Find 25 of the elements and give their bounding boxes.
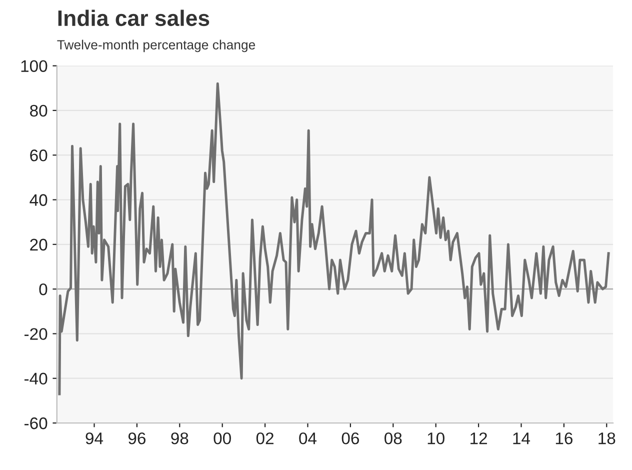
x-tick-label: 04 [299, 432, 317, 444]
y-tick-label: 20 [30, 238, 48, 251]
chart-subtitle: Twelve-month percentage change [57, 40, 256, 52]
y-tick-label: 40 [30, 194, 48, 206]
y-tick-label: 100 [21, 60, 48, 72]
x-tick-label: 02 [256, 432, 274, 444]
x-tick-label: 98 [171, 432, 188, 444]
x-tick-label: 06 [342, 432, 359, 444]
x-tick-label: 16 [556, 432, 572, 444]
x-tick-label: 00 [214, 432, 231, 444]
y-tick-label: -60 [24, 417, 48, 430]
x-tick-label: 94 [86, 432, 104, 444]
x-tick-label: 10 [428, 432, 444, 444]
y-tick-label: 60 [30, 150, 48, 162]
y-tick-label: -40 [24, 372, 48, 385]
chart-title: India car sales [58, 10, 210, 26]
x-tick-label: 14 [513, 432, 530, 444]
y-tick-label: 80 [30, 104, 48, 117]
x-tick-label: 08 [384, 432, 402, 444]
x-tick-label: 18 [598, 432, 616, 444]
x-tick-label: 12 [470, 432, 487, 444]
y-tick-label: 0 [39, 283, 48, 296]
line-series [58, 82, 610, 396]
y-tick-label: -20 [24, 328, 48, 340]
x-tick-label: 96 [128, 432, 146, 444]
